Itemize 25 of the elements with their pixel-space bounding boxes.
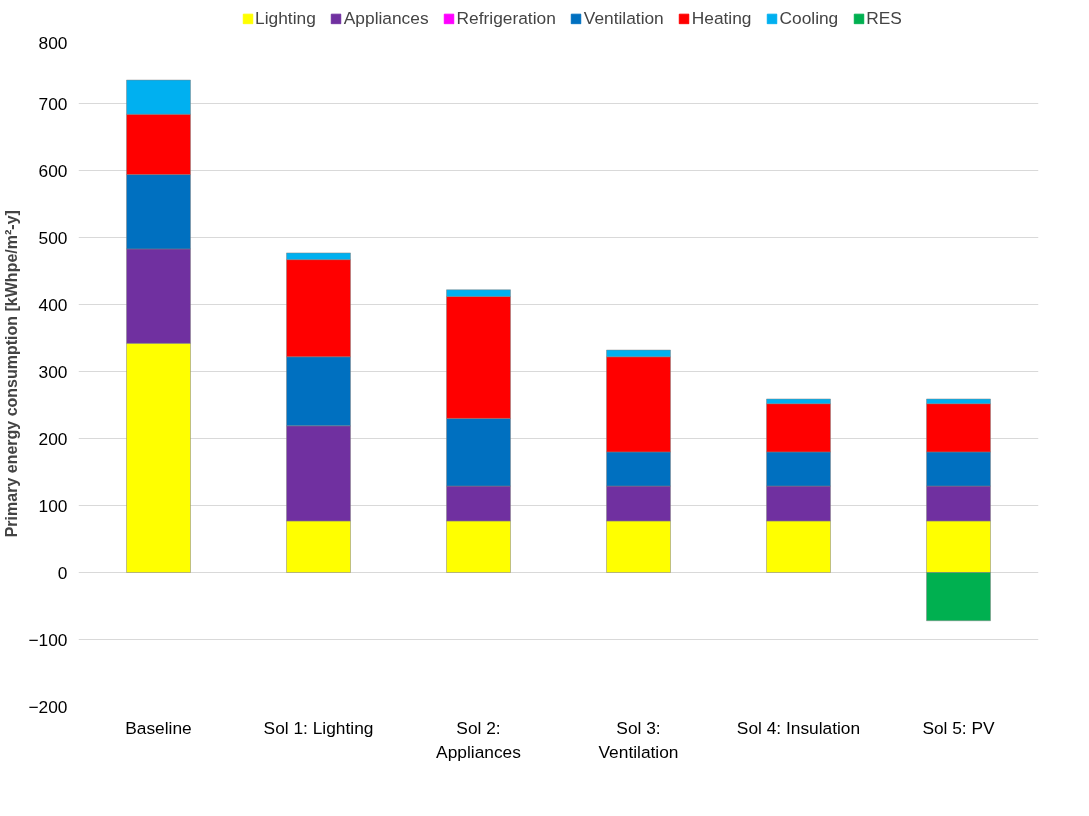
- x-tick-label: Sol 4: Insulation: [736, 717, 861, 738]
- y-tick-label: 300: [38, 361, 68, 382]
- y-tick-label: 100: [38, 495, 68, 516]
- legend-label: Ventilation: [583, 7, 664, 29]
- y-tick-label: 0: [57, 562, 68, 583]
- y-tick-label: 500: [38, 227, 68, 248]
- legend-label: RES: [866, 7, 902, 29]
- y-tick-label: −200: [28, 696, 68, 717]
- y-tick-label: 700: [38, 93, 68, 114]
- legend-label: Lighting: [255, 7, 316, 29]
- legend-label: Refrigeration: [456, 7, 556, 29]
- x-tick-label: Sol 2: Appliances: [436, 717, 522, 762]
- legend-label: Heating: [691, 7, 752, 29]
- legend-label: Cooling: [779, 7, 839, 29]
- y-tick-label: 400: [38, 294, 68, 315]
- y-axis-title: Primary energy consumption [kWhpe/m²-y]: [3, 210, 21, 538]
- legend-label: Appliances: [343, 7, 429, 29]
- x-tick-label: Baseline: [125, 717, 192, 738]
- x-tick-label: Sol 3: Ventilation: [598, 717, 679, 762]
- x-tick-label: Sol 5: PV: [922, 717, 996, 738]
- y-tick-label: 800: [38, 32, 68, 53]
- y-tick-label: 200: [38, 428, 68, 449]
- y-tick-label: 600: [38, 160, 68, 181]
- y-tick-label: −100: [28, 629, 68, 650]
- x-tick-label: Sol 1: Lighting: [263, 717, 374, 738]
